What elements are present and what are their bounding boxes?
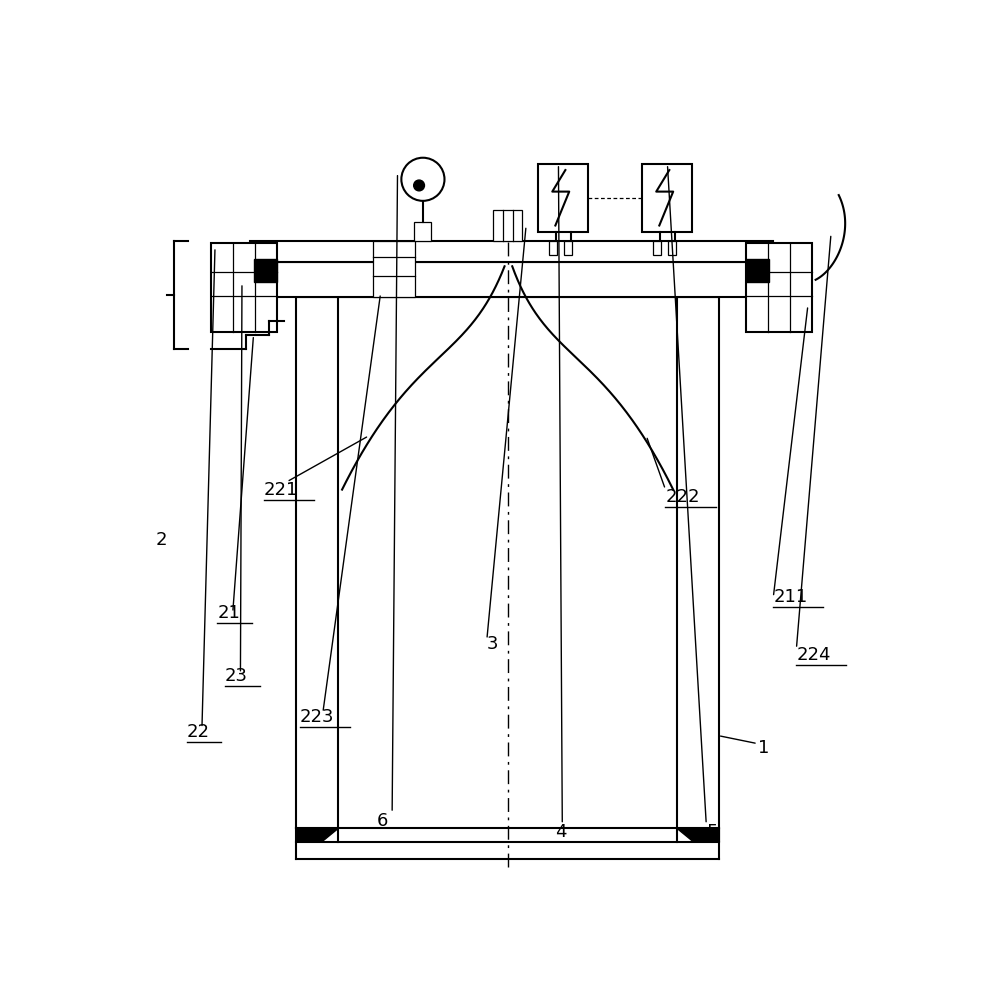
Bar	[250, 262, 773, 297]
Bar	[493, 210, 522, 241]
Bar	[414, 222, 431, 241]
Circle shape	[414, 180, 424, 191]
Text: 222: 222	[666, 488, 700, 506]
Text: 22: 22	[187, 723, 210, 741]
Text: 1: 1	[757, 739, 769, 757]
Text: 211: 211	[773, 588, 807, 606]
Bar	[549, 241, 558, 255]
Bar	[212, 243, 276, 332]
Text: 6: 6	[376, 812, 388, 830]
Text: 4: 4	[555, 823, 566, 841]
Text: 23: 23	[225, 667, 249, 685]
Text: 224: 224	[796, 646, 831, 664]
Text: 223: 223	[299, 708, 334, 726]
Bar	[747, 243, 811, 332]
Bar	[373, 241, 415, 297]
Polygon shape	[677, 828, 720, 842]
Bar	[250, 241, 773, 262]
Text: 5: 5	[707, 823, 718, 841]
Polygon shape	[295, 828, 338, 842]
Bar	[747, 259, 769, 282]
Bar	[668, 241, 677, 255]
Bar	[564, 241, 573, 255]
Text: 2: 2	[156, 531, 168, 549]
Text: 221: 221	[263, 481, 298, 499]
Bar	[253, 259, 276, 282]
Text: 3: 3	[487, 635, 498, 653]
Circle shape	[401, 158, 444, 201]
Bar	[653, 241, 662, 255]
Bar	[539, 164, 589, 232]
Bar	[643, 164, 693, 232]
Text: 21: 21	[218, 604, 241, 622]
